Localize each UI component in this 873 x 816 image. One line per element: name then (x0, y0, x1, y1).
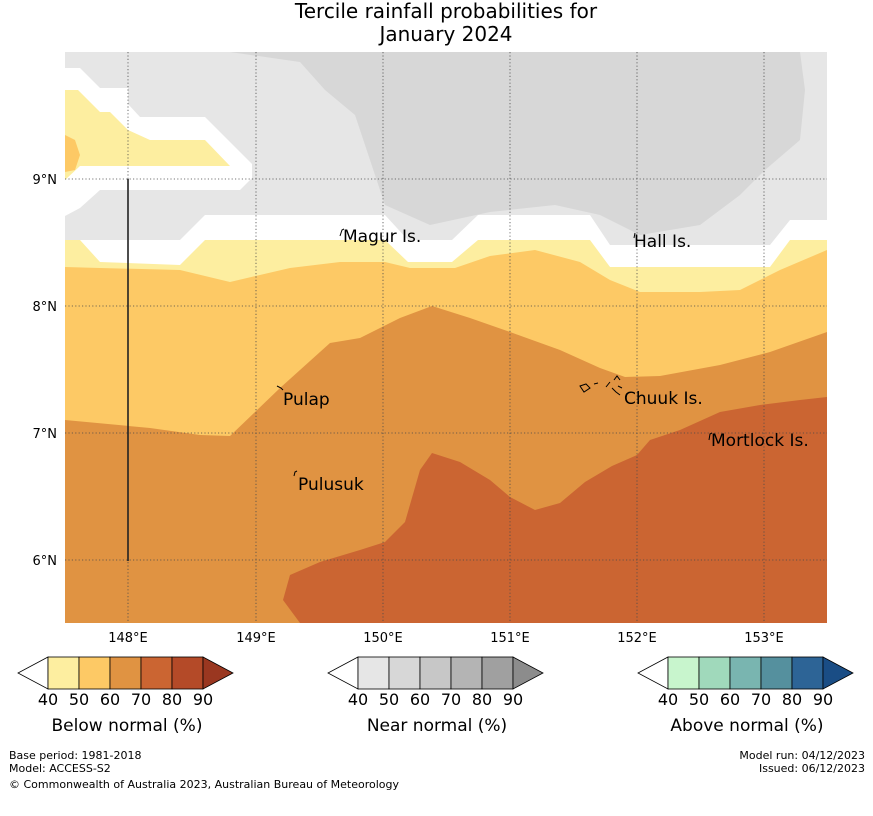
island-hall (633, 232, 636, 239)
gridlines (65, 52, 827, 623)
below-normal-40-region (65, 90, 827, 330)
island-chuuk (579, 375, 623, 396)
legend-label-below: Below normal (%) (51, 716, 203, 736)
above-colorbar-tick-label: 80 (782, 690, 802, 709)
near-colorbar-min-arrow (327, 656, 359, 690)
above-colorbar-segment (729, 656, 762, 690)
below-colorbar-tick-label: 60 (100, 690, 120, 709)
island-pulap (276, 385, 284, 391)
above-colorbar-tick-label: 60 (720, 690, 740, 709)
above-colorbar-segment (667, 656, 700, 690)
above-colorbar-tick-label: 90 (813, 690, 833, 709)
island-mortlock (708, 432, 713, 441)
below-colorbar-tick-label: 80 (162, 690, 182, 709)
below-colorbar-segment (47, 656, 80, 690)
below-colorbar-tick-label: 90 (193, 690, 213, 709)
below-colorbar-max-arrow (202, 656, 234, 690)
lon-tick-148e: 148°E (108, 631, 148, 646)
above-colorbar-segment (698, 656, 731, 690)
above-colorbar-max-arrow (822, 656, 854, 690)
below-colorbar-tick-label: 40 (38, 690, 58, 709)
near-colorbar-tick-label: 70 (441, 690, 461, 709)
near-colorbar-segment (450, 656, 483, 690)
below-colorbar-segment (140, 656, 173, 690)
lat-tick-7n: 7°N (33, 427, 58, 442)
near-colorbar-tick-label: 50 (379, 690, 399, 709)
footer-model-run: Model run: 04/12/2023 (739, 749, 865, 762)
near-colorbar-tick-label: 80 (472, 690, 492, 709)
below-normal-50-patch (65, 135, 80, 172)
place-label-pulap: Pulap (283, 390, 330, 410)
lon-tick-153e: 153°E (744, 631, 784, 646)
near-colorbar-segment (357, 656, 390, 690)
lon-tick-149e: 149°E (236, 631, 276, 646)
place-label-pulusuk: Pulusuk (298, 475, 364, 495)
above-colorbar-min-arrow (637, 656, 669, 690)
above-colorbar-tick-label: 40 (658, 690, 678, 709)
near-colorbar-tick-label: 90 (503, 690, 523, 709)
legend-label-above: Above normal (%) (670, 716, 824, 736)
footer-base-period: Base period: 1981-2018 (9, 749, 142, 762)
place-label-hall: Hall Is. (634, 232, 691, 252)
map-title-line1: Tercile rainfall probabilities for (294, 0, 598, 23)
island-pulusuk (293, 470, 298, 477)
colorbar-above-normal: 40 50 60 70 80 90 (637, 656, 854, 709)
island-shapes (276, 228, 713, 477)
map-title-line2: January 2024 (379, 22, 513, 46)
lon-tick-152e: 152°E (617, 631, 657, 646)
below-colorbar-segment (78, 656, 111, 690)
place-label-chuuk: Chuuk Is. (624, 389, 703, 409)
below-colorbar-tick-label: 50 (69, 690, 89, 709)
colorbar-below-normal: 40 50 60 70 80 90 (17, 656, 234, 709)
footer-model: Model: ACCESS-S2 (9, 762, 111, 775)
place-label-magur: Magur Is. (343, 227, 421, 247)
near-colorbar-max-arrow (512, 656, 544, 690)
axis-labels: 9°N 8°N 7°N 6°N 148°E 149°E 150°E 151°E … (33, 173, 784, 646)
below-colorbar-tick-label: 70 (131, 690, 151, 709)
lat-tick-8n: 8°N (33, 300, 58, 315)
near-colorbar-segment (419, 656, 452, 690)
lat-tick-6n: 6°N (33, 554, 58, 569)
above-colorbar-segment (760, 656, 793, 690)
place-label-mortlock: Mortlock Is. (711, 431, 809, 451)
near-normal-50-region (230, 52, 805, 235)
lat-tick-9n: 9°N (33, 173, 58, 188)
near-colorbar-segment (481, 656, 514, 690)
footer-copyright: © Commonwealth of Australia 2023, Austra… (9, 778, 399, 791)
near-colorbar-tick-label: 60 (410, 690, 430, 709)
above-colorbar-tick-label: 70 (751, 690, 771, 709)
island-magur (339, 228, 345, 237)
colorbar-near-normal: 40 50 60 70 80 90 (327, 656, 544, 709)
footer-issued: Issued: 06/12/2023 (758, 762, 865, 775)
near-colorbar-segment (388, 656, 421, 690)
near-colorbar-tick-label: 40 (348, 690, 368, 709)
legend-label-near: Near normal (%) (366, 716, 508, 736)
white-band (65, 68, 827, 270)
below-colorbar-segment (171, 656, 204, 690)
above-colorbar-tick-label: 50 (689, 690, 709, 709)
below-normal-70-region (283, 397, 827, 623)
lon-tick-151e: 151°E (490, 631, 530, 646)
below-colorbar-min-arrow (17, 656, 49, 690)
lon-tick-150e: 150°E (363, 631, 403, 646)
below-colorbar-segment (109, 656, 142, 690)
map-area: Magur Is. Hall Is. Pulap Chuuk Is. Mortl… (65, 52, 827, 623)
above-colorbar-segment (791, 656, 824, 690)
